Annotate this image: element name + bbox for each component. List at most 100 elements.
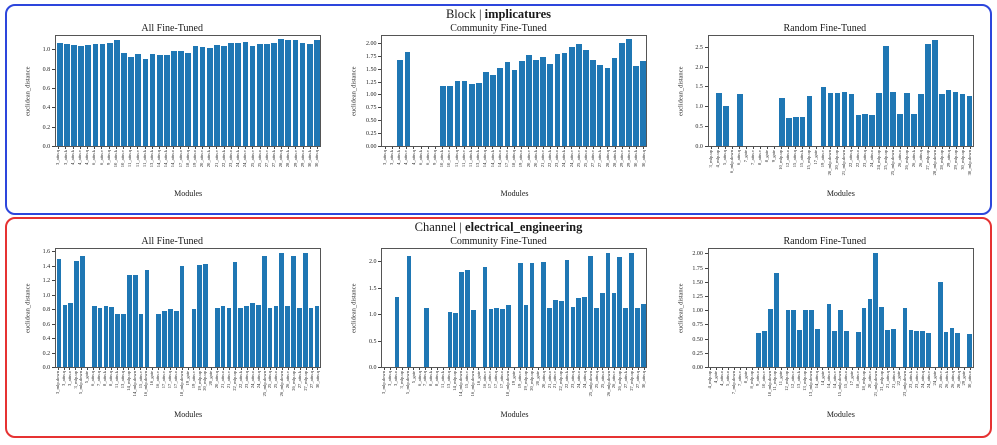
x-tick: 5_mlp.down bbox=[78, 368, 85, 410]
bar bbox=[625, 39, 632, 146]
bar-slot bbox=[91, 249, 97, 367]
x-tick-label: 24_attn.o bbox=[249, 371, 255, 389]
bar-slot bbox=[604, 36, 611, 146]
panel-title-topic: implicatures bbox=[484, 7, 552, 21]
x-tick-mark bbox=[456, 147, 458, 149]
bar-slot bbox=[938, 36, 945, 146]
x-tick-mark bbox=[79, 147, 81, 149]
x-tick: 18_attn.v bbox=[855, 368, 861, 410]
x-tick-label: 30_attn.q bbox=[640, 150, 646, 168]
bar bbox=[797, 330, 802, 367]
y-axis: 0.0 0.5 1.0 1.5 2.0 bbox=[359, 248, 382, 371]
x-tick-label: 23_attn.q bbox=[243, 371, 249, 389]
bar-slot bbox=[593, 249, 599, 367]
x-tick-label: 6_mlp.down bbox=[729, 150, 735, 174]
bar bbox=[244, 305, 249, 367]
x-tick-label: 11_attn.v bbox=[460, 150, 466, 168]
x-tick: 3_attn.q bbox=[61, 368, 67, 410]
y-tick-mark bbox=[52, 294, 56, 296]
x-tick-mark bbox=[211, 368, 213, 370]
bar bbox=[306, 43, 313, 146]
chart-body: euclidean_distance 0.0 0.5 1.0 1.5 2.0 3_mlp.d… bbox=[349, 248, 648, 420]
x-tick-label: 6_attn.v bbox=[98, 150, 104, 165]
bar bbox=[500, 308, 505, 367]
x-tick-label: 27_mlp.up bbox=[925, 150, 931, 170]
bar-slot bbox=[885, 249, 891, 367]
x-tick-mark bbox=[223, 147, 225, 149]
x-tick-mark bbox=[614, 147, 616, 149]
x-tick-mark bbox=[108, 147, 110, 149]
x-tick-mark bbox=[864, 147, 866, 149]
y-tick-mark bbox=[52, 309, 56, 311]
y-tick-mark bbox=[704, 106, 708, 108]
bar-slot bbox=[296, 249, 302, 367]
x-tick: 13_attn.k bbox=[475, 147, 482, 189]
x-tick: 14_mlp.up bbox=[126, 368, 132, 410]
x-tick-label: 23_attn.q bbox=[862, 150, 868, 168]
y-axis-label: euclidean_distance bbox=[24, 66, 32, 116]
x-tick-mark bbox=[869, 368, 871, 370]
y-tick-mark bbox=[52, 251, 56, 253]
x-tick-label: 24_attn.q bbox=[255, 371, 261, 389]
bar bbox=[885, 330, 890, 367]
x-tick-mark bbox=[948, 147, 950, 149]
x-tick: 26_mlp.down bbox=[279, 368, 286, 410]
x-tick-mark bbox=[543, 368, 545, 370]
bar bbox=[109, 307, 115, 367]
bar bbox=[74, 260, 79, 367]
x-tick: 7_mlp.down bbox=[731, 368, 737, 410]
x-tick-label: 4_attn.k bbox=[396, 150, 402, 165]
x-tick: 24_attn.o bbox=[250, 368, 256, 410]
bar-slot bbox=[261, 249, 267, 367]
x-tick-mark bbox=[448, 368, 450, 370]
bar-slot bbox=[848, 36, 855, 146]
chart-title: All Fine-Tuned bbox=[141, 236, 203, 247]
x-tick-mark bbox=[309, 147, 311, 149]
bar bbox=[103, 306, 109, 367]
bar-slot bbox=[547, 36, 554, 146]
bar-slot bbox=[862, 36, 869, 146]
bar-slot bbox=[206, 36, 213, 146]
bar-slot bbox=[623, 249, 629, 367]
bar-slot bbox=[890, 249, 896, 367]
x-tick-label: 14_mlp.up bbox=[452, 371, 458, 391]
x-tick: 23_attn.o bbox=[228, 147, 235, 189]
bar bbox=[128, 57, 134, 146]
x-tick: 21_attn.v bbox=[540, 147, 547, 189]
bar-slot bbox=[826, 249, 832, 367]
x-tick: 15_attn.k bbox=[799, 147, 806, 189]
x-tick: 8_attn.q bbox=[108, 368, 114, 410]
x-tick: 15_attn.v bbox=[464, 368, 470, 410]
plot-column: 3_attn.q 3_attn.k 4_attn.k 4_attn.v 4_attn.q… bbox=[381, 35, 648, 199]
bar bbox=[483, 72, 489, 146]
x-tick: 6_attn.q bbox=[90, 368, 97, 410]
x-tick: 19_attn.o bbox=[192, 147, 199, 189]
y-tick-label: 0.2 bbox=[42, 350, 51, 357]
y-tick-mark bbox=[704, 295, 708, 297]
x-tick-mark bbox=[87, 147, 88, 149]
x-tick: 17_attn.o bbox=[173, 368, 179, 410]
x-tick-mark bbox=[620, 368, 622, 370]
bar-slot bbox=[468, 36, 475, 146]
bar-slot bbox=[232, 249, 238, 367]
bar-slot bbox=[314, 249, 320, 367]
x-tick-label: 6_attn.q bbox=[736, 150, 742, 165]
y-tick-mark bbox=[704, 267, 708, 269]
x-tick: 19_attn.v bbox=[517, 368, 523, 410]
bar bbox=[494, 307, 500, 367]
x-tick: 5_gate bbox=[411, 368, 417, 410]
bar-slot bbox=[113, 36, 120, 146]
x-tick: 5_attn.q bbox=[722, 147, 729, 189]
x-tick: 26_attn.q bbox=[950, 368, 956, 410]
x-tick: 8_gate bbox=[764, 147, 771, 189]
x-tick-label: 24_attn.k bbox=[235, 150, 241, 168]
bar-slot bbox=[582, 36, 589, 146]
y-tick-mark bbox=[378, 314, 382, 316]
x-tick-mark bbox=[470, 147, 472, 149]
x-tick-label: 14_attn.o bbox=[170, 150, 176, 168]
y-tick-label: 0.75 bbox=[692, 322, 703, 329]
x-tick-mark bbox=[295, 147, 297, 149]
bar bbox=[623, 307, 628, 367]
x-tick: 28_attn.k bbox=[285, 147, 292, 189]
bar-slot bbox=[813, 36, 820, 146]
